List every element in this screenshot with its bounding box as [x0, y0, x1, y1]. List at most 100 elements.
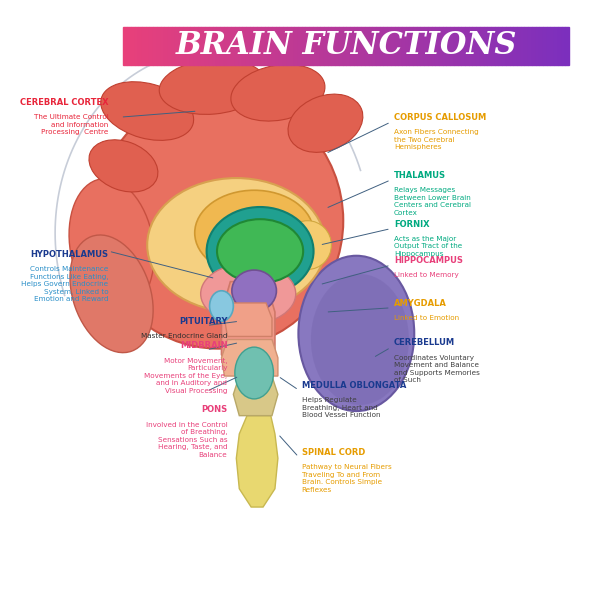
Bar [283, 27, 287, 65]
Text: HIPPOCAMPUS: HIPPOCAMPUS [394, 256, 463, 265]
Bar [205, 27, 209, 65]
Bar [550, 27, 554, 65]
Bar [294, 27, 298, 65]
Text: Linked to Emotion: Linked to Emotion [394, 315, 459, 321]
Bar [320, 27, 324, 65]
Ellipse shape [231, 64, 325, 121]
Bar [224, 27, 228, 65]
Ellipse shape [147, 178, 326, 312]
Text: CORPUS CALLOSUM: CORPUS CALLOSUM [394, 113, 486, 122]
Text: HYPOTHALAMUS: HYPOTHALAMUS [31, 250, 108, 259]
Bar [346, 27, 350, 65]
Text: SPINAL CORD: SPINAL CORD [302, 448, 365, 457]
Bar [413, 27, 417, 65]
Text: Axon Fibers Connecting
the Two Cerebral
Hemispheres: Axon Fibers Connecting the Two Cerebral … [394, 129, 479, 151]
Bar [547, 27, 550, 65]
Bar [157, 27, 160, 65]
Bar [372, 27, 376, 65]
Text: MEDULLA OBLONGATA: MEDULLA OBLONGATA [302, 381, 406, 390]
Bar [502, 27, 506, 65]
Ellipse shape [195, 190, 313, 275]
Ellipse shape [288, 94, 363, 152]
Bar [513, 27, 517, 65]
Ellipse shape [201, 263, 296, 324]
Bar [235, 27, 239, 65]
Ellipse shape [284, 221, 331, 269]
Bar [335, 27, 339, 65]
Bar [562, 27, 565, 65]
Bar [491, 27, 494, 65]
Bar [142, 27, 146, 65]
Bar [439, 27, 442, 65]
Bar [379, 27, 383, 65]
Bar [339, 27, 343, 65]
Bar [543, 27, 547, 65]
Bar [510, 27, 513, 65]
Bar [313, 27, 316, 65]
Bar [528, 27, 532, 65]
Bar [194, 27, 198, 65]
Bar [450, 27, 454, 65]
Bar [168, 27, 172, 65]
Bar [494, 27, 498, 65]
Bar [302, 27, 305, 65]
Bar [472, 27, 476, 65]
Bar [368, 27, 372, 65]
Bar [198, 27, 201, 65]
Bar [454, 27, 458, 65]
Ellipse shape [94, 93, 343, 349]
Bar [216, 27, 220, 65]
Polygon shape [222, 282, 275, 367]
Bar [532, 27, 536, 65]
Bar [124, 27, 127, 65]
Bar [298, 27, 302, 65]
Bar [291, 27, 294, 65]
Ellipse shape [69, 179, 154, 312]
Text: Pathway to Neural Fibers
Traveling To and From
Brain. Controls Simple
Reflexes: Pathway to Neural Fibers Traveling To an… [302, 465, 392, 493]
Bar [447, 27, 450, 65]
Bar [275, 27, 280, 65]
Bar [149, 27, 153, 65]
Ellipse shape [311, 274, 409, 405]
Bar [469, 27, 472, 65]
Bar [476, 27, 480, 65]
Bar [480, 27, 483, 65]
Text: Motor Movement,
Particularly
Movements of the Eye,
and in Auditory and
Visual Pr: Motor Movement, Particularly Movements o… [144, 358, 228, 394]
Bar [160, 27, 164, 65]
Text: Relays Messages
Between Lower Brain
Centers and Cerebral
Cortex: Relays Messages Between Lower Brain Cent… [394, 187, 471, 215]
Bar [409, 27, 413, 65]
Bar [524, 27, 528, 65]
Bar [309, 27, 313, 65]
Bar [383, 27, 387, 65]
Ellipse shape [101, 82, 193, 140]
Text: CEREBELLUM: CEREBELLUM [394, 338, 455, 348]
Text: The Ultimate Control
and Information
Processing  Centre: The Ultimate Control and Information Pro… [34, 114, 108, 135]
Bar [316, 27, 320, 65]
Bar [517, 27, 521, 65]
Text: Controls Maintenance
Functions Like Eating,
Helps Govern Endocrine
System, Linke: Controls Maintenance Functions Like Eati… [21, 266, 108, 302]
Bar [146, 27, 149, 65]
Text: Acts as the Major
Output Tract of the
Hippocampus: Acts as the Major Output Tract of the Hi… [394, 236, 462, 257]
Bar [172, 27, 176, 65]
Ellipse shape [159, 59, 266, 114]
Bar [558, 27, 562, 65]
Bar [354, 27, 357, 65]
Bar [536, 27, 539, 65]
Bar [135, 27, 138, 65]
Bar [209, 27, 212, 65]
Ellipse shape [207, 207, 313, 296]
Bar [458, 27, 461, 65]
Bar [253, 27, 257, 65]
Text: PITUITARY: PITUITARY [179, 317, 228, 326]
Ellipse shape [89, 140, 158, 192]
Bar [406, 27, 409, 65]
Ellipse shape [70, 235, 153, 353]
Bar [246, 27, 250, 65]
Bar [395, 27, 398, 65]
Ellipse shape [235, 347, 274, 399]
Bar [391, 27, 395, 65]
Polygon shape [233, 376, 278, 416]
Ellipse shape [209, 291, 233, 321]
Bar [506, 27, 510, 65]
Ellipse shape [217, 219, 303, 283]
